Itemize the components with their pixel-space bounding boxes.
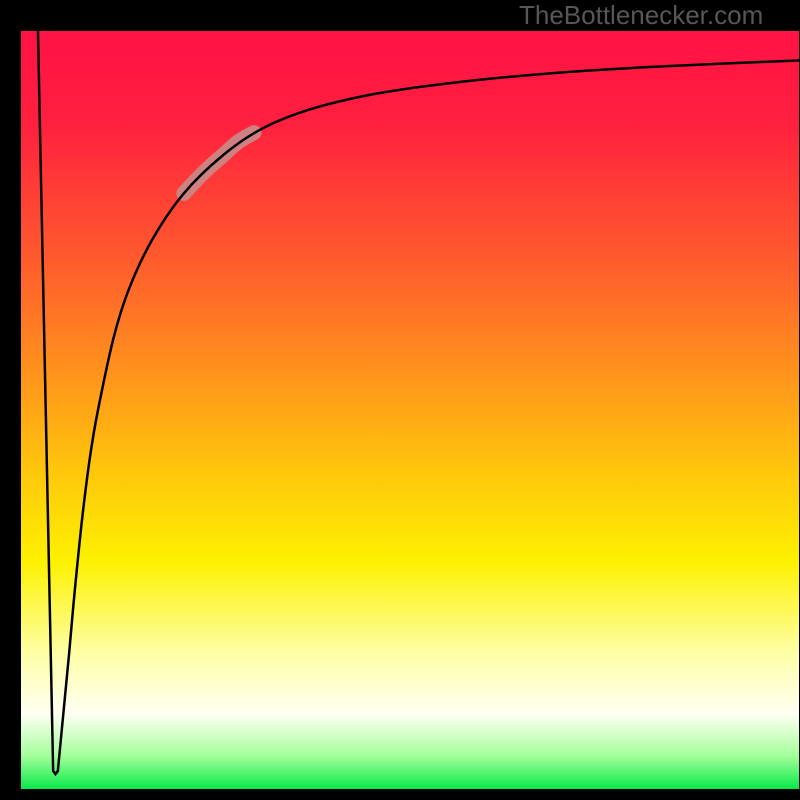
plot-area: [20, 30, 800, 790]
gradient-background: [20, 30, 800, 790]
bottleneck-chart: [0, 0, 800, 800]
attribution-text: TheBottlenecker.com: [519, 0, 763, 31]
